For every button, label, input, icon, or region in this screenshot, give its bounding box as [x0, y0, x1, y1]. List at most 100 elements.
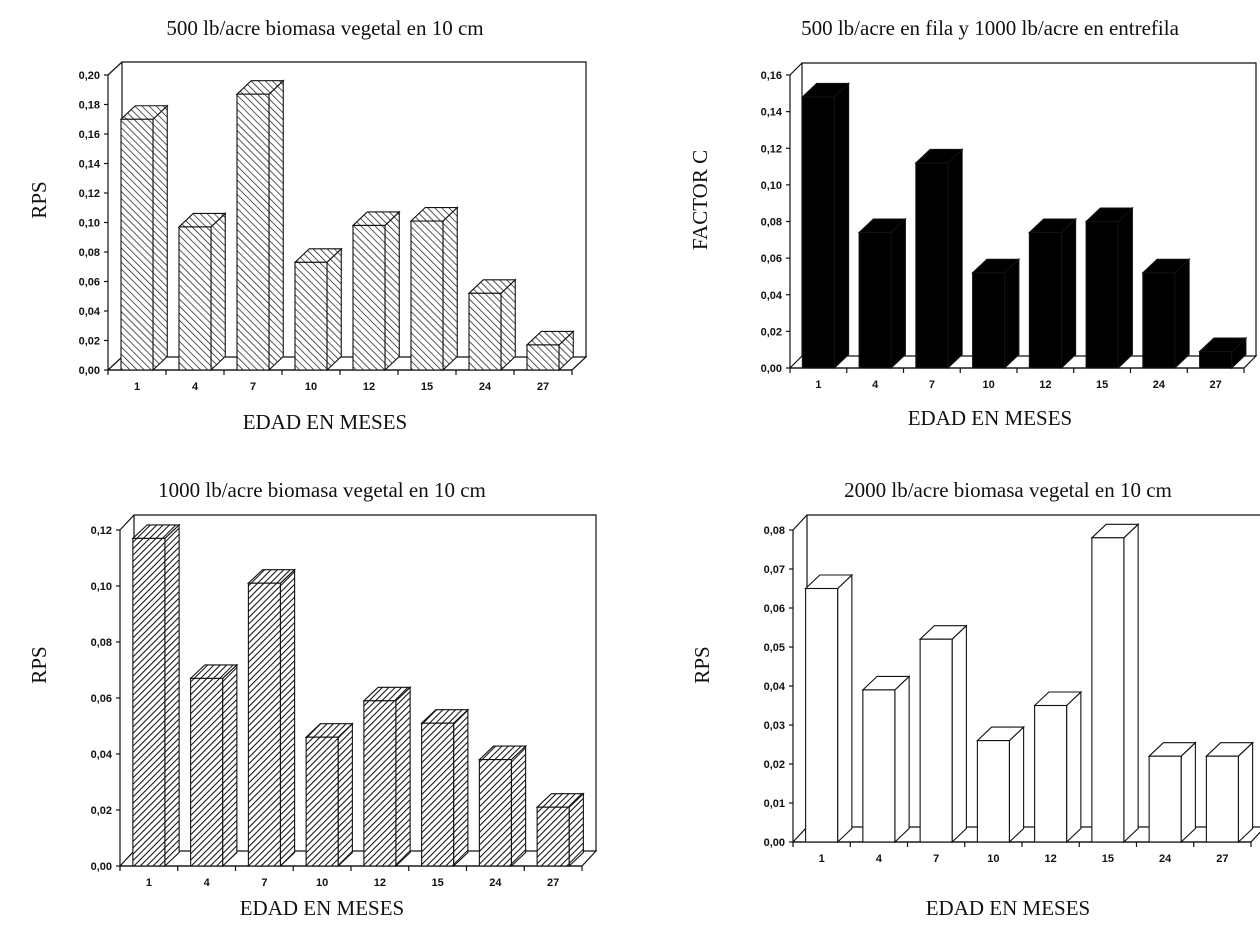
bar-side [279, 568, 296, 868]
bar-side [1237, 741, 1254, 844]
chart2-title: 500 lb/acre en fila y 1000 lb/acre en en… [801, 16, 1180, 40]
bar [1205, 755, 1239, 843]
bar-side [1174, 257, 1190, 370]
chart4-xlabel: EDAD EN MESES [926, 896, 1091, 920]
bar-side [1117, 206, 1133, 370]
wall-edge [792, 514, 808, 531]
y-tick-label: 0,08 [764, 525, 785, 537]
bar [1199, 350, 1233, 369]
x-tick-label: 12 [1045, 853, 1057, 865]
bar [478, 759, 512, 867]
x-tick-label: 24 [489, 877, 502, 889]
y-tick-label: 0,00 [761, 363, 782, 375]
chart4-title: 2000 lb/acre biomasa vegetal en 10 cm [844, 478, 1172, 502]
bar [247, 582, 281, 867]
bar [1148, 755, 1182, 843]
y-tick-label: 0,18 [79, 100, 100, 112]
x-tick-label: 27 [1210, 379, 1222, 391]
x-tick-label: 7 [261, 877, 267, 889]
x-tick-label: 24 [1159, 853, 1172, 865]
x-tick-label: 27 [1216, 853, 1228, 865]
bar [421, 722, 455, 867]
bar-side [947, 148, 963, 370]
bar-side [268, 79, 284, 372]
bar-side [210, 212, 226, 372]
wall-edge [789, 62, 803, 76]
bar [976, 740, 1010, 843]
x-tick-label: 4 [872, 379, 879, 391]
y-tick-label: 0,08 [79, 247, 100, 259]
y-tick-label: 0,10 [79, 218, 100, 230]
bar [858, 231, 892, 369]
bar [178, 226, 212, 371]
x-tick-label: 10 [983, 379, 995, 391]
bar [805, 587, 839, 843]
chart3-title: 1000 lb/acre biomasa vegetal en 10 cm [158, 478, 486, 502]
x-tick-label: 1 [815, 379, 821, 391]
chart4-plot: 0,00 0,01 0,02 0,03 0,04 0,05 0,06 0,07 0,08 1 4 7 1… [764, 514, 1260, 865]
y-tick-label: 0,04 [764, 681, 786, 693]
x-tick-label: 27 [537, 381, 549, 393]
x-tick-label: 15 [421, 381, 433, 393]
y-tick-label: 0,08 [91, 637, 112, 649]
x-tick-label: 15 [1096, 379, 1108, 391]
bar [915, 162, 949, 369]
bar [352, 224, 386, 371]
bar-side [1004, 257, 1020, 370]
y-tick-label: 0,02 [79, 336, 100, 348]
chart1-plot: 0,00 0,02 0,04 0,06 0,08 0,10 0,12 0,14 0,16 0,18… [79, 61, 588, 393]
chart1-ylabel: RPS [27, 181, 51, 218]
x-tick-label: 4 [192, 381, 199, 393]
bar [1142, 272, 1176, 369]
bar [468, 292, 502, 371]
bar-side [442, 206, 458, 372]
chart2-ylabel: FACTOR C [688, 150, 712, 250]
chart3-xlabel: EDAD EN MESES [240, 896, 405, 920]
bar-side [384, 210, 400, 372]
bar [801, 96, 835, 369]
y-tick-label: 0,04 [761, 290, 783, 302]
bar-side [1066, 690, 1082, 844]
bar [1085, 220, 1119, 369]
x-tick-label: 10 [987, 853, 999, 865]
bar [190, 677, 224, 867]
bar-side [453, 708, 469, 868]
bar [526, 344, 560, 371]
y-tick-label: 0,06 [91, 693, 112, 705]
y-tick-label: 0,01 [764, 798, 785, 810]
x-tick-label: 4 [204, 877, 211, 889]
bar-side [1180, 741, 1196, 844]
wall-edge [119, 514, 135, 531]
bar-side [510, 744, 527, 868]
x-tick-label: 1 [146, 877, 152, 889]
bar-side [890, 217, 906, 370]
x-tick-label: 7 [929, 379, 935, 391]
y-tick-label: 0,02 [91, 805, 112, 817]
x-tick-label: 7 [933, 853, 939, 865]
chart1-xlabel: EDAD EN MESES [243, 410, 408, 434]
x-tick-label: 15 [1102, 853, 1114, 865]
bar-side [951, 624, 967, 844]
bar [410, 220, 444, 371]
bar-side [326, 247, 342, 372]
bar [1028, 231, 1062, 369]
y-tick-label: 0,10 [91, 581, 112, 593]
bar-side [1008, 725, 1025, 844]
y-tick-label: 0,14 [79, 159, 101, 171]
bar [972, 272, 1006, 369]
y-tick-label: 0,07 [764, 564, 785, 576]
bar-side [395, 686, 411, 868]
y-tick-label: 0,16 [79, 129, 100, 141]
x-tick-label: 1 [819, 853, 825, 865]
bar-side [837, 573, 853, 844]
y-tick-label: 0,14 [761, 107, 783, 119]
x-tick-label: 15 [432, 877, 444, 889]
x-tick-label: 7 [250, 381, 256, 393]
x-tick-label: 12 [1039, 379, 1051, 391]
y-tick-label: 0,02 [761, 326, 782, 338]
y-tick-label: 0,10 [761, 180, 782, 192]
y-tick-label: 0,16 [761, 70, 782, 82]
y-tick-label: 0,06 [79, 277, 100, 289]
